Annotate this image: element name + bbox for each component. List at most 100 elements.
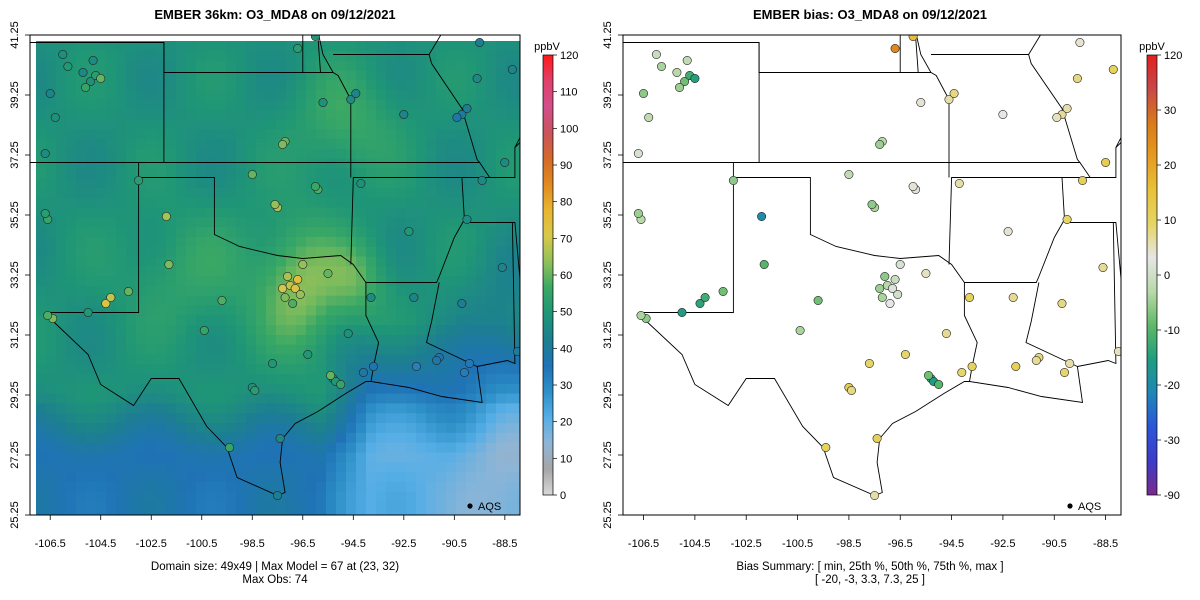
station-marker[interactable] xyxy=(336,379,346,389)
station-marker[interactable] xyxy=(366,292,376,302)
station-marker[interactable] xyxy=(908,182,918,192)
station-marker[interactable] xyxy=(890,274,900,284)
station-marker[interactable] xyxy=(288,298,298,308)
station-marker[interactable] xyxy=(870,490,880,500)
station-marker[interactable] xyxy=(885,298,895,308)
station-marker[interactable] xyxy=(872,433,882,443)
station-marker[interactable] xyxy=(475,37,485,47)
station-marker[interactable] xyxy=(875,283,885,293)
station-marker[interactable] xyxy=(759,259,769,269)
station-marker[interactable] xyxy=(409,292,419,302)
station-marker[interactable] xyxy=(916,98,926,108)
station-marker[interactable] xyxy=(50,113,60,123)
station-marker[interactable] xyxy=(1108,65,1118,75)
station-marker[interactable] xyxy=(921,268,931,278)
station-marker[interactable] xyxy=(368,361,378,371)
station-marker[interactable] xyxy=(844,170,854,180)
station-marker[interactable] xyxy=(295,289,305,299)
station-marker[interactable] xyxy=(96,74,106,84)
station-marker[interactable] xyxy=(633,209,643,219)
station-marker[interactable] xyxy=(323,268,333,278)
station-marker[interactable] xyxy=(432,355,442,365)
station-marker[interactable] xyxy=(656,61,666,71)
station-marker[interactable] xyxy=(161,212,171,222)
station-marker[interactable] xyxy=(267,358,277,368)
station-marker[interactable] xyxy=(199,325,209,335)
station-marker[interactable] xyxy=(690,74,700,84)
station-marker[interactable] xyxy=(278,140,288,150)
station-marker[interactable] xyxy=(356,179,366,189)
station-marker[interactable] xyxy=(88,55,98,65)
station-marker[interactable] xyxy=(303,349,313,359)
station-marker[interactable] xyxy=(949,89,959,99)
station-marker[interactable] xyxy=(941,328,951,338)
station-marker[interactable] xyxy=(880,271,890,281)
station-marker[interactable] xyxy=(250,385,260,395)
station-marker[interactable] xyxy=(45,89,55,99)
station-marker[interactable] xyxy=(63,61,73,71)
station-marker[interactable] xyxy=(272,490,282,500)
station-marker[interactable] xyxy=(290,283,300,293)
station-marker[interactable] xyxy=(944,95,954,105)
station-marker[interactable] xyxy=(877,292,887,302)
station-marker[interactable] xyxy=(275,433,285,443)
station-marker[interactable] xyxy=(81,83,91,93)
station-marker[interactable] xyxy=(695,298,705,308)
station-marker[interactable] xyxy=(908,32,918,41)
station-marker[interactable] xyxy=(728,176,738,186)
station-marker[interactable] xyxy=(900,349,910,359)
station-marker[interactable] xyxy=(864,358,874,368)
station-marker[interactable] xyxy=(1062,104,1072,114)
station-marker[interactable] xyxy=(795,325,805,335)
station-marker[interactable] xyxy=(934,379,944,389)
station-marker[interactable] xyxy=(893,289,903,299)
station-marker[interactable] xyxy=(757,212,767,222)
station-marker[interactable] xyxy=(318,98,328,108)
station-marker[interactable] xyxy=(867,200,877,210)
station-marker[interactable] xyxy=(507,65,517,75)
station-marker[interactable] xyxy=(86,77,96,87)
station-marker[interactable] xyxy=(998,110,1008,120)
station-marker[interactable] xyxy=(462,104,472,114)
station-marker[interactable] xyxy=(164,259,174,269)
station-marker[interactable] xyxy=(270,200,280,210)
station-marker[interactable] xyxy=(326,370,336,380)
station-marker[interactable] xyxy=(718,286,728,296)
station-marker[interactable] xyxy=(636,310,646,320)
station-marker[interactable] xyxy=(846,385,856,395)
station-marker[interactable] xyxy=(346,95,356,105)
station-marker[interactable] xyxy=(1072,74,1082,84)
station-marker[interactable] xyxy=(957,367,967,377)
station-marker[interactable] xyxy=(58,49,68,59)
station-marker[interactable] xyxy=(247,170,257,180)
station-marker[interactable] xyxy=(813,295,823,305)
station-marker[interactable] xyxy=(464,358,474,368)
station-marker[interactable] xyxy=(967,361,977,371)
station-marker[interactable] xyxy=(399,110,409,120)
station-marker[interactable] xyxy=(358,367,368,377)
station-marker[interactable] xyxy=(278,283,288,293)
station-marker[interactable] xyxy=(672,68,682,78)
station-marker[interactable] xyxy=(1113,347,1122,356)
station-marker[interactable] xyxy=(106,292,116,302)
station-marker[interactable] xyxy=(890,43,900,53)
station-marker[interactable] xyxy=(1078,176,1088,186)
station-marker[interactable] xyxy=(633,149,643,159)
station-marker[interactable] xyxy=(298,259,308,269)
station-marker[interactable] xyxy=(1008,292,1018,302)
station-marker[interactable] xyxy=(283,271,293,281)
station-marker[interactable] xyxy=(404,227,414,237)
station-marker[interactable] xyxy=(477,176,487,186)
station-marker[interactable] xyxy=(134,176,144,186)
station-marker[interactable] xyxy=(310,182,320,192)
station-marker[interactable] xyxy=(293,274,303,284)
station-marker[interactable] xyxy=(83,307,93,317)
station-marker[interactable] xyxy=(1022,17,1030,25)
station-marker[interactable] xyxy=(513,347,521,356)
station-marker[interactable] xyxy=(124,286,134,296)
station-marker[interactable] xyxy=(497,262,507,272)
station-marker[interactable] xyxy=(472,74,482,84)
station-marker[interactable] xyxy=(452,113,462,123)
station-marker[interactable] xyxy=(887,283,897,293)
station-marker[interactable] xyxy=(310,32,320,41)
